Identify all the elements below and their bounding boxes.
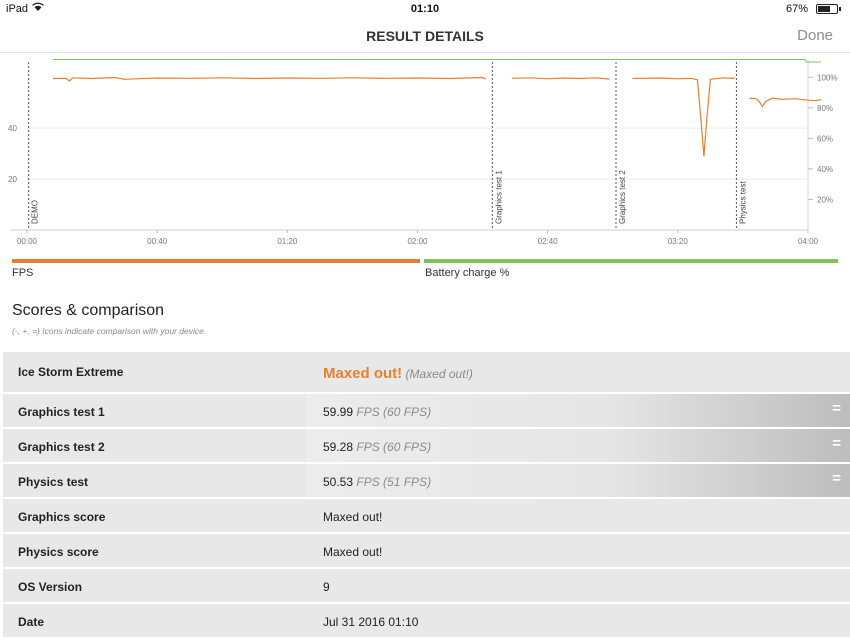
row-key: OS Version xyxy=(18,580,83,594)
comparison-area xyxy=(306,464,850,497)
row-key: Graphics test 2 xyxy=(18,440,105,454)
battery-line xyxy=(53,59,821,63)
y-right-tick-label: 20% xyxy=(817,195,833,204)
fps-line xyxy=(632,76,736,157)
y-right-tick-label: 80% xyxy=(817,104,833,113)
legend-battery-label: Battery charge % xyxy=(425,267,510,279)
fps-unit: FPS (60 FPS) xyxy=(356,405,432,419)
table-row: Graphics score Maxed out! xyxy=(3,499,850,532)
status-time: 01:10 xyxy=(410,3,440,15)
table-row: Graphics test 2 59.28 FPS (60 FPS) = xyxy=(3,429,850,462)
x-tick-label: 00:40 xyxy=(147,237,168,246)
row-value: Maxed out! xyxy=(323,510,383,524)
scores-table: Ice Storm Extreme Maxed out! (Maxed out!… xyxy=(3,352,850,639)
x-tick-label: 02:40 xyxy=(538,237,559,246)
row-value: 59.99 FPS (60 FPS) xyxy=(323,405,431,419)
row-key: Physics score xyxy=(18,545,99,559)
scores-subtitle: (-, +, =) Icons indicate comparison with… xyxy=(12,326,207,336)
row-key: Physics test xyxy=(18,475,89,489)
y-left-tick-label: 40 xyxy=(8,124,17,133)
marker-label: Graphics test 1 xyxy=(494,170,503,224)
table-row: Physics test 50.53 FPS (51 FPS) = xyxy=(3,464,850,497)
page-title: RESULT DETAILS xyxy=(366,28,484,44)
equal-icon: = xyxy=(832,400,841,417)
x-tick-label: 03:20 xyxy=(668,237,689,246)
chart-svg: 20 40 100% 80% 60% 40% 20% 00:00 00:40 01:20 02:00… xyxy=(8,59,837,246)
x-tick-label: 00:00 xyxy=(17,237,38,246)
fps-unit: FPS (60 FPS) xyxy=(356,440,432,454)
battery-percent: 67% xyxy=(785,3,808,15)
comparison-area xyxy=(306,429,850,462)
row-key: Graphics test 1 xyxy=(18,405,105,419)
table-row: OS Version 9 xyxy=(3,569,850,602)
scores-heading: Scores & comparison xyxy=(12,302,165,319)
table-row: Graphics test 1 59.99 FPS (60 FPS) = xyxy=(3,394,850,427)
row-value: Maxed out! xyxy=(323,545,383,559)
legend-fps-bar xyxy=(12,259,420,263)
y-right-tick-label: 100% xyxy=(817,73,837,82)
fps-unit: FPS (51 FPS) xyxy=(356,475,432,489)
table-row: Date Jul 31 2016 01:10 xyxy=(3,604,850,637)
row-value: 59.28 FPS (60 FPS) xyxy=(323,440,431,454)
comparison-area xyxy=(306,394,850,427)
chart-legend: FPS Battery charge % xyxy=(12,259,838,281)
overall-score: Maxed out! xyxy=(323,365,403,382)
result-chart: 20 40 100% 80% 60% 40% 20% 00:00 00:40 01:20 02:00… xyxy=(0,52,850,252)
row-value: 9 xyxy=(323,580,330,594)
row-value: Maxed out! (Maxed out!) xyxy=(323,365,473,382)
equal-icon: = xyxy=(832,470,841,487)
legend-battery-bar xyxy=(424,259,838,263)
comparison-score: (Maxed out!) xyxy=(405,367,473,381)
x-tick-label: 02:00 xyxy=(407,237,428,246)
fps-value: 59.99 xyxy=(323,405,354,419)
table-row: Physics score Maxed out! xyxy=(3,534,850,567)
battery-icon xyxy=(816,4,841,14)
row-key: Ice Storm Extreme xyxy=(18,365,124,379)
fps-line xyxy=(749,97,822,108)
carrier-label: iPad xyxy=(6,3,29,15)
marker-label: Graphics test 2 xyxy=(618,170,627,224)
wifi-icon xyxy=(32,2,44,15)
legend-fps-label: FPS xyxy=(12,267,34,279)
fps-value: 59.28 xyxy=(323,440,354,454)
y-right-tick-label: 60% xyxy=(817,134,833,143)
done-button[interactable]: Done xyxy=(797,27,833,44)
marker-label: DEMO xyxy=(31,200,40,224)
row-value: 50.53 FPS (51 FPS) xyxy=(323,475,431,489)
fps-value: 50.53 xyxy=(323,475,354,489)
row-value: Jul 31 2016 01:10 xyxy=(323,615,419,629)
nav-bar: RESULT DETAILS Done xyxy=(0,18,850,53)
table-row: Ice Storm Extreme Maxed out! (Maxed out!… xyxy=(3,352,850,392)
fps-line xyxy=(52,76,487,82)
x-tick-label: 01:20 xyxy=(277,237,298,246)
x-tick-label: 04:00 xyxy=(798,237,819,246)
scores-header: Scores & comparison (-, +, =) Icons indi… xyxy=(12,302,206,336)
row-key: Date xyxy=(18,615,45,629)
row-key: Graphics score xyxy=(18,510,106,524)
equal-icon: = xyxy=(832,435,841,452)
fps-line xyxy=(511,77,610,80)
marker-label: Physics test xyxy=(738,181,747,224)
y-left-tick-label: 20 xyxy=(8,175,17,184)
status-bar: iPad 01:10 67% xyxy=(0,0,850,18)
y-right-tick-label: 40% xyxy=(817,165,833,174)
